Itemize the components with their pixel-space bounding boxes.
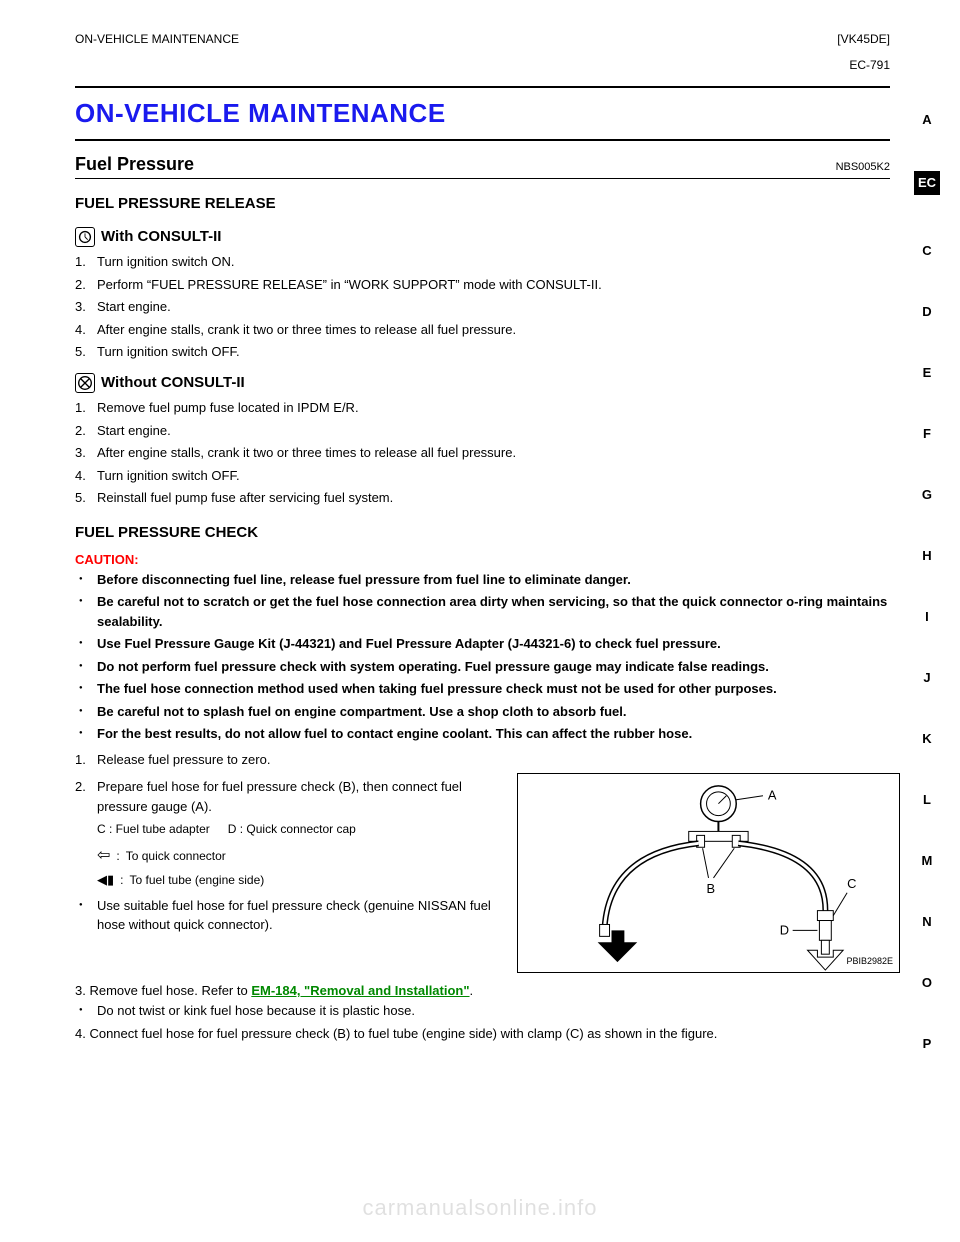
list-item: After engine stalls, crank it two or thr… (75, 320, 890, 340)
consult-icon (75, 227, 95, 247)
caution-item: Do not perform fuel pressure check with … (75, 657, 890, 677)
step3-note: Do not twist or kink fuel hose because i… (75, 1001, 890, 1021)
svg-text:D: D (780, 922, 789, 937)
check-steps-2: Prepare fuel hose for fuel pressure chec… (75, 777, 507, 816)
nav-e[interactable]: E (914, 363, 940, 424)
with-consult-label: With CONSULT-II (101, 226, 221, 249)
list-item: Prepare fuel hose for fuel pressure chec… (75, 777, 507, 816)
nav-l[interactable]: L (914, 790, 940, 851)
caution-item: The fuel hose connection method used whe… (75, 679, 890, 699)
arrow-outline-label: To quick connector (126, 847, 226, 865)
caution-item: Be careful not to scratch or get the fue… (75, 592, 890, 631)
arrow-solid-label: To fuel tube (engine side) (130, 871, 265, 889)
step3-text: 3. Remove fuel hose. Refer to (75, 983, 251, 998)
list-item: Remove fuel pump fuse located in IPDM E/… (75, 398, 890, 418)
nav-d[interactable]: D (914, 302, 940, 363)
watermark: carmanualsonline.info (0, 1191, 960, 1224)
list-item: Start engine. (75, 421, 890, 441)
nav-c[interactable]: C (914, 241, 940, 302)
check-steps: Release fuel pressure to zero. (75, 750, 890, 770)
figure-code: PBIB2982E (846, 955, 893, 969)
nav-g[interactable]: G (914, 485, 940, 546)
header-left: ON-VEHICLE MAINTENANCE (75, 30, 239, 48)
list-item: Reinstall fuel pump fuse after servicing… (75, 488, 890, 508)
list-item: Start engine. (75, 297, 890, 317)
caution-item: Be careful not to splash fuel on engine … (75, 702, 890, 722)
no-consult-icon (75, 373, 95, 393)
figure-legend: C : Fuel tube adapter D : Quick connecto… (97, 820, 507, 838)
check-heading: FUEL PRESSURE CHECK (75, 522, 890, 545)
list-item: After engine stalls, crank it two or thr… (75, 443, 890, 463)
header-right: [VK45DE] (837, 30, 890, 48)
list-item: Turn ignition switch ON. (75, 252, 890, 272)
nav-a[interactable]: A (914, 110, 940, 171)
topic-code: NBS005K2 (836, 159, 890, 176)
list-item: Turn ignition switch OFF. (75, 342, 890, 362)
list-item: Perform “FUEL PRESSURE RELEASE” in “WORK… (75, 275, 890, 295)
without-consult-label: Without CONSULT-II (101, 372, 245, 395)
arrow-legend: ⇦ : To quick connector ◀▮ : To fuel tube… (97, 844, 507, 890)
nav-j[interactable]: J (914, 668, 940, 729)
section-title: ON-VEHICLE MAINTENANCE (75, 86, 890, 141)
legend-d: Quick connector cap (246, 822, 355, 836)
em-184-link[interactable]: EM-184, "Removal and Installation" (251, 983, 469, 998)
nav-p[interactable]: P (914, 1034, 940, 1095)
with-consult-steps: Turn ignition switch ON. Perform “FUEL P… (75, 252, 890, 362)
caution-item: For the best results, do not allow fuel … (75, 724, 890, 744)
caution-list: Before disconnecting fuel line, release … (75, 570, 890, 744)
nav-o[interactable]: O (914, 973, 940, 1034)
without-consult-steps: Remove fuel pump fuse located in IPDM E/… (75, 398, 890, 508)
section-nav: A EC C D E F G H I J K L M N O P (914, 110, 940, 1095)
release-heading: FUEL PRESSURE RELEASE (75, 193, 890, 216)
step-3: 3. Remove fuel hose. Refer to EM-184, "R… (75, 981, 890, 1001)
caution-item: Before disconnecting fuel line, release … (75, 570, 890, 590)
nav-k[interactable]: K (914, 729, 940, 790)
page-number: EC-791 (75, 56, 890, 74)
caution-label: CAUTION: (75, 550, 890, 570)
list-item: Release fuel pressure to zero. (75, 750, 890, 770)
nav-ec[interactable]: EC (914, 171, 940, 195)
nav-m[interactable]: M (914, 851, 940, 912)
step-4: 4. Connect fuel hose for fuel pressure c… (75, 1024, 890, 1044)
legend-c: Fuel tube adapter (116, 822, 210, 836)
caution-item: Use Fuel Pressure Gauge Kit (J-44321) an… (75, 634, 890, 654)
svg-text:C: C (847, 876, 856, 891)
nav-h[interactable]: H (914, 546, 940, 607)
figure-note: Use suitable fuel hose for fuel pressure… (75, 896, 507, 935)
nav-f[interactable]: F (914, 424, 940, 485)
list-item: Turn ignition switch OFF. (75, 466, 890, 486)
nav-n[interactable]: N (914, 912, 940, 973)
svg-text:B: B (706, 881, 715, 896)
nav-i[interactable]: I (914, 607, 940, 668)
step3-suffix: . (470, 983, 474, 998)
figure-diagram: A B C D PBIB2982E (517, 773, 900, 973)
svg-text:A: A (768, 788, 777, 803)
fuel-pressure-heading: Fuel Pressure (75, 151, 194, 178)
